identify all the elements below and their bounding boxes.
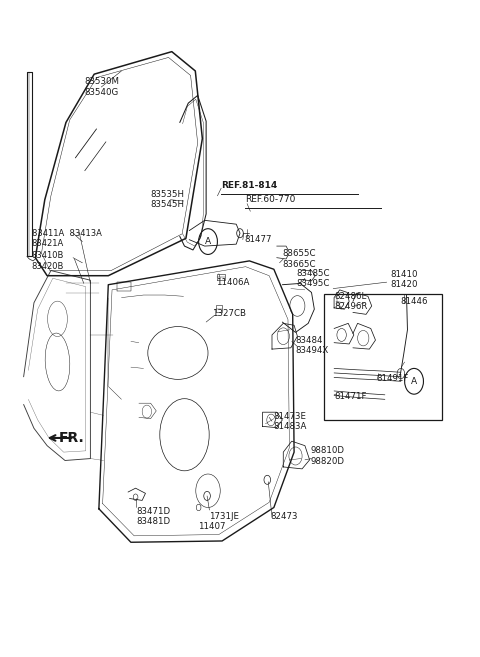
Bar: [324, 294, 442, 420]
Text: 81471F: 81471F: [334, 392, 367, 401]
Text: 83530M
83540G: 83530M 83540G: [85, 78, 120, 97]
Text: A: A: [411, 377, 417, 386]
Text: 82486L
82496R: 82486L 82496R: [334, 292, 368, 311]
Text: 1731JE: 1731JE: [209, 512, 240, 521]
Text: 83485C
83495C: 83485C 83495C: [297, 269, 330, 288]
Text: 83471D
83481D: 83471D 83481D: [136, 507, 170, 526]
Text: 1327CB: 1327CB: [212, 309, 246, 317]
Text: REF.81-814: REF.81-814: [221, 181, 277, 190]
Text: 11407: 11407: [198, 522, 225, 532]
Text: 81477: 81477: [245, 235, 272, 244]
Text: A: A: [205, 237, 211, 246]
Text: 11406A: 11406A: [216, 278, 250, 286]
Text: 82473: 82473: [271, 512, 298, 521]
Text: 81410
81420: 81410 81420: [391, 270, 418, 289]
Text: FR.: FR.: [59, 431, 84, 445]
Text: 81446: 81446: [400, 297, 427, 306]
Text: 83411A  83413A
83421A: 83411A 83413A 83421A: [32, 229, 101, 248]
Text: 81473E
81483A: 81473E 81483A: [273, 411, 306, 431]
Text: 98810D
98820D: 98810D 98820D: [311, 446, 345, 466]
Text: 81491F: 81491F: [376, 374, 409, 383]
Text: REF.60-770: REF.60-770: [245, 195, 295, 204]
Text: 83655C
83665C: 83655C 83665C: [282, 249, 316, 269]
Text: 83484
83494X: 83484 83494X: [296, 336, 329, 355]
Text: 83535H
83545H: 83535H 83545H: [151, 190, 185, 210]
Text: 83410B
83420B: 83410B 83420B: [32, 251, 64, 271]
